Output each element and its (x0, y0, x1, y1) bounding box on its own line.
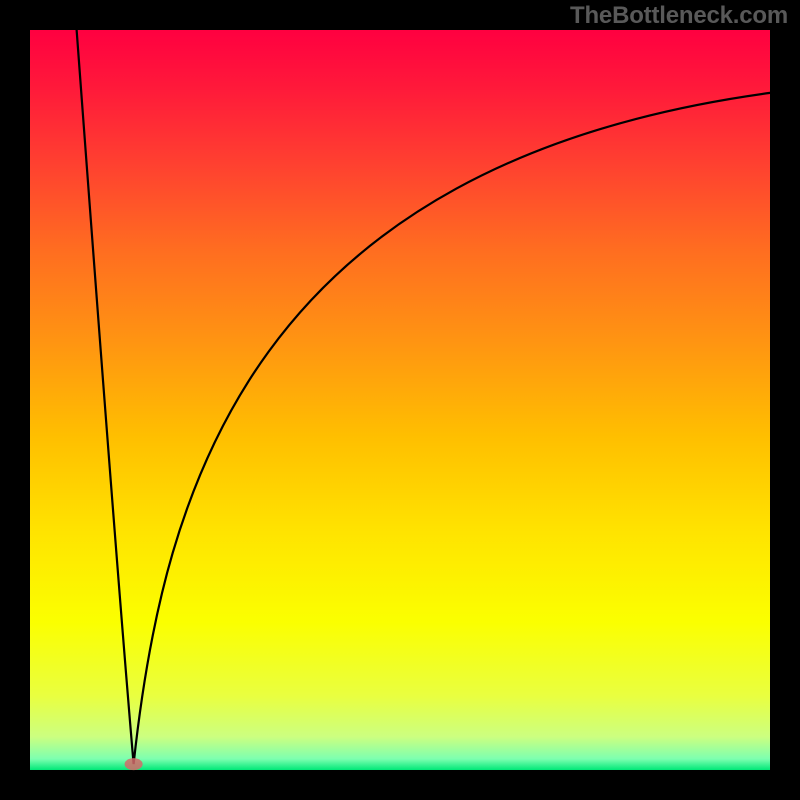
watermark-text: TheBottleneck.com (570, 2, 788, 30)
chart-container: TheBottleneck.com (0, 0, 800, 800)
chart-plot-area (30, 30, 770, 770)
bottleneck-chart (0, 0, 800, 800)
optimal-point-marker (125, 758, 143, 770)
